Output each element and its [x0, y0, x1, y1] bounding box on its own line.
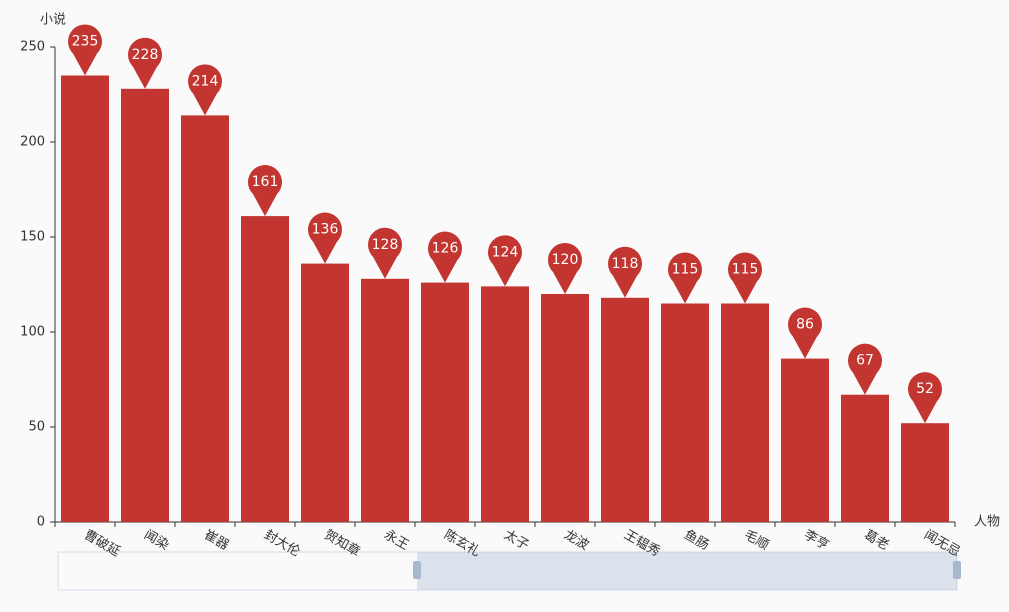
x-axis-name: 人物 [974, 515, 1000, 530]
bar [421, 282, 469, 522]
pin-label: 118 [612, 256, 639, 272]
pin-marker: 86 [788, 307, 823, 359]
pin-shape [127, 37, 162, 89]
pin-label: 128 [372, 237, 399, 253]
pin-marker: 120 [548, 242, 582, 294]
pin-label: 115 [672, 262, 699, 278]
pin-shape [548, 242, 582, 294]
bar [481, 286, 529, 522]
pin-shape [68, 24, 102, 76]
bar [541, 294, 589, 522]
bar [361, 278, 409, 522]
pin-marker: 228 [127, 37, 162, 89]
pin-shape [187, 64, 222, 116]
bar [721, 303, 769, 522]
pin-marker: 136 [308, 212, 342, 264]
pin-shape [488, 235, 522, 287]
pin-label: 115 [732, 262, 759, 278]
pin-label: 86 [796, 317, 814, 333]
data-zoom-slider[interactable] [57, 551, 961, 591]
pin-shape [908, 372, 942, 424]
pin-shape [848, 343, 883, 395]
pin-shape [788, 307, 823, 359]
pin-marker: 115 [667, 252, 703, 304]
bar [121, 88, 169, 523]
y-tick-label: 150 [20, 230, 45, 245]
pin-marker: 118 [607, 246, 642, 298]
bar [901, 423, 949, 522]
pin-label: 235 [72, 34, 99, 50]
pin-label: 52 [916, 381, 934, 397]
pin-shape [308, 212, 342, 264]
pin-shape [247, 165, 282, 217]
bar [841, 394, 889, 522]
pin-label: 126 [432, 241, 459, 257]
y-tick-label: 0 [37, 515, 45, 530]
bar [301, 263, 349, 522]
pin-marker: 235 [68, 24, 102, 76]
pin-marker: 124 [488, 235, 522, 287]
y-axis-name: 小说 [40, 13, 66, 28]
pin-label: 120 [552, 252, 579, 268]
pin-label: 228 [132, 47, 159, 63]
y-tick-label: 250 [20, 40, 45, 55]
bar [181, 115, 229, 523]
y-tick-label: 200 [20, 135, 45, 150]
pin-label: 124 [492, 244, 519, 260]
pin-marker: 161 [247, 165, 282, 217]
pin-shape [607, 246, 642, 298]
slider-window[interactable] [417, 552, 957, 590]
bar [781, 358, 829, 522]
pin-marker: 128 [368, 227, 402, 279]
pin-label: 136 [312, 222, 339, 238]
slider-handle[interactable] [953, 561, 961, 579]
pin-marker: 67 [848, 343, 883, 395]
bar [241, 216, 289, 522]
bar [661, 303, 709, 522]
slider-handle[interactable] [413, 561, 421, 579]
bar [601, 297, 649, 522]
pin-marker: 126 [428, 231, 462, 283]
pin-marker: 52 [908, 372, 942, 424]
pin-marker: 214 [187, 64, 222, 116]
bar [61, 75, 109, 522]
pin-label: 214 [192, 73, 219, 89]
pin-shape [428, 231, 462, 283]
y-tick-label: 100 [20, 325, 45, 340]
pin-label: 67 [856, 353, 874, 369]
pin-marker: 115 [728, 252, 763, 304]
pin-shape [728, 252, 763, 304]
pin-label: 161 [252, 174, 279, 190]
y-tick-label: 50 [28, 420, 45, 435]
pin-shape [368, 227, 402, 279]
pin-shape [667, 252, 703, 304]
